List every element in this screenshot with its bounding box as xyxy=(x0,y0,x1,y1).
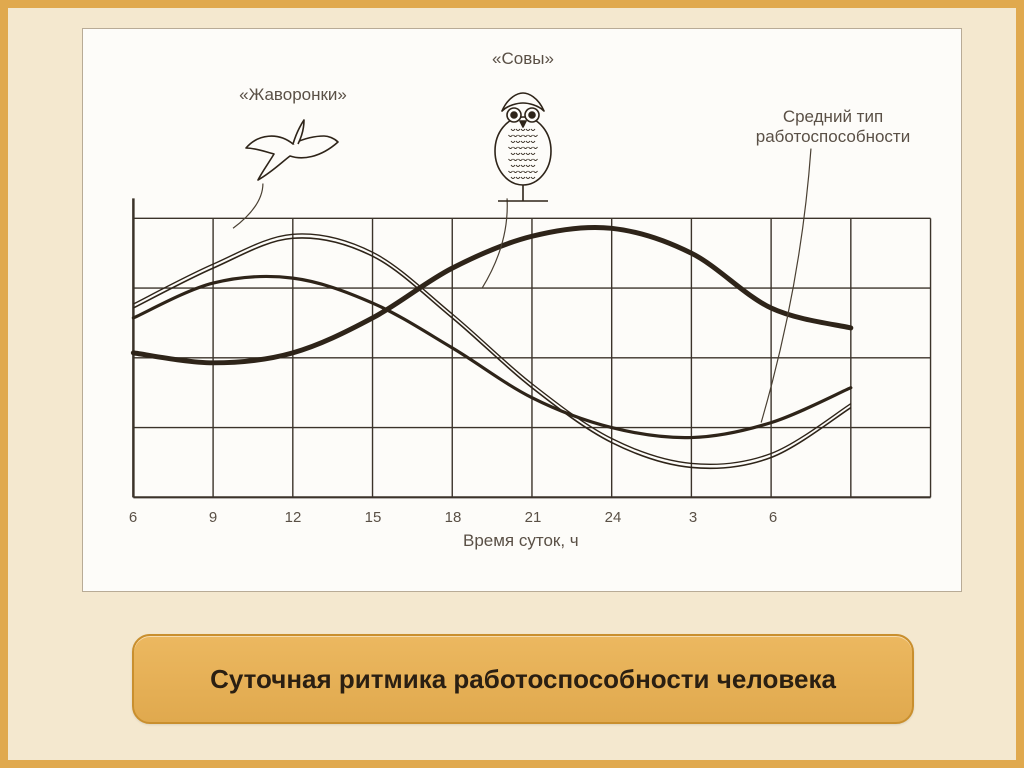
x-tick: 6 xyxy=(129,509,137,526)
x-tick: 12 xyxy=(285,509,302,526)
lark-icon xyxy=(238,114,348,184)
owl-icon xyxy=(478,89,568,209)
x-tick: 21 xyxy=(525,509,542,526)
series-label-average: Средний типработоспособности xyxy=(733,107,933,146)
x-axis-label: Время суток, ч xyxy=(463,531,579,551)
x-tick: 6 xyxy=(769,509,777,526)
series-label-larks: «Жаворонки» xyxy=(213,85,373,105)
x-tick: 15 xyxy=(365,509,382,526)
x-tick: 24 xyxy=(605,509,622,526)
x-tick: 18 xyxy=(445,509,462,526)
chart-panel: «Жаворонки» «Совы» Средний типработоспос… xyxy=(82,28,962,592)
caption-text: Суточная ритмика работоспособности челов… xyxy=(210,664,836,695)
series-label-owls: «Совы» xyxy=(443,49,603,69)
caption-box: Суточная ритмика работоспособности челов… xyxy=(132,634,914,724)
x-tick: 9 xyxy=(209,509,217,526)
x-tick: 3 xyxy=(689,509,697,526)
